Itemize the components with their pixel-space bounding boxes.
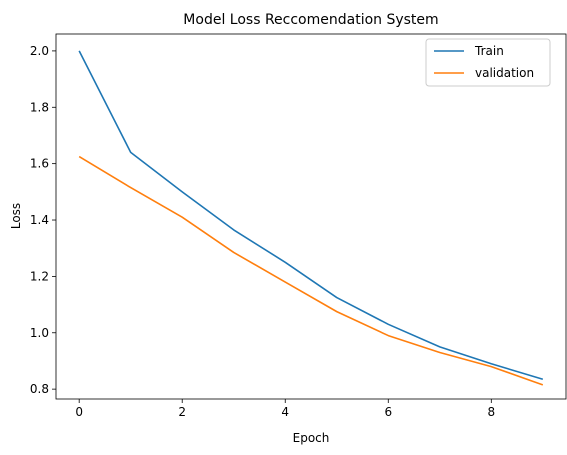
y-tick-label: 1.8 <box>30 100 49 114</box>
y-tick-label: 1.2 <box>30 269 49 283</box>
y-axis-ticks: 0.8 1.0 1.2 1.4 1.6 1.8 2.0 <box>30 44 56 396</box>
legend-label-validation: validation <box>475 66 534 80</box>
y-tick-label: 1.4 <box>30 213 49 227</box>
x-tick-label: 8 <box>487 405 495 419</box>
x-tick-label: 6 <box>384 405 392 419</box>
legend-label-train: Train <box>474 44 504 58</box>
chart-title: Model Loss Reccomendation System <box>183 12 438 28</box>
y-tick-label: 0.8 <box>30 382 49 396</box>
plot-border <box>55 33 567 400</box>
x-tick-label: 0 <box>75 405 83 419</box>
x-tick-label: 2 <box>178 405 186 419</box>
x-axis-label: Epoch <box>293 431 330 445</box>
y-tick-label: 1.0 <box>30 326 49 340</box>
series-line-train <box>78 50 544 381</box>
x-tick-label: 4 <box>281 405 289 419</box>
plot-area <box>55 33 567 400</box>
y-axis-label: Loss <box>9 203 23 229</box>
y-tick-label: 2.0 <box>30 44 49 58</box>
series-layer <box>78 50 544 386</box>
y-tick-label: 1.6 <box>30 157 49 171</box>
x-axis-ticks: 0 2 4 6 8 <box>75 399 495 419</box>
series-line-validation <box>78 155 544 386</box>
plot-frame <box>56 34 566 399</box>
legend: Train validation <box>425 38 551 87</box>
